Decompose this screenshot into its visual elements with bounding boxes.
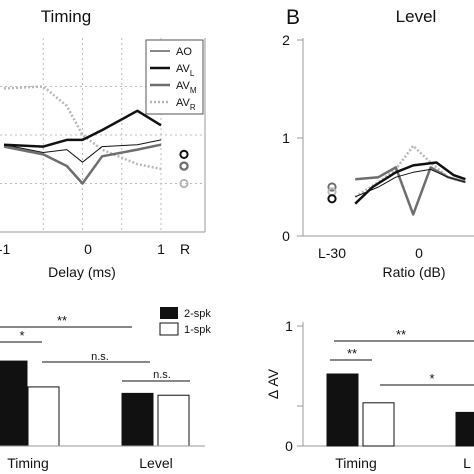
legend-label-avm-sub: M [190, 86, 197, 95]
bar1-sig-single: * [19, 328, 24, 343]
level-marker-l-0 [327, 182, 337, 192]
bar1-category-level: Level [139, 455, 172, 471]
bar2-ytick-label-0: 0 [285, 438, 293, 454]
bar2-bars [326, 373, 474, 447]
level-ytick-label-1: 1 [282, 130, 290, 146]
bar2-2-spk-l [455, 411, 474, 447]
panel-b-letter: B [286, 6, 300, 29]
level-marker-l-2 [327, 194, 337, 204]
level-markers [327, 182, 337, 204]
level-line-av-l [354, 161, 466, 205]
bar2-ytick-label-1: 1 [285, 318, 293, 334]
level-xtick-0: 0 [415, 245, 423, 261]
timing-level-bar-chart: Timing Level 2-spk 1-spk ** * n.s. n.s. [0, 307, 211, 471]
bar1-legend-label-1spk: 1-spk [184, 324, 211, 336]
bar2-2-spk-timing [326, 373, 359, 447]
timing-marker-r-av-r [179, 178, 189, 189]
bar1-sig-double: ** [57, 313, 67, 328]
bar2-category-timing: Timing [335, 455, 377, 471]
legend-label-avr-sub: R [190, 103, 196, 112]
timing-marker-r-av-m [179, 161, 189, 171]
level-xtick-L30: L-30 [318, 245, 346, 261]
bar2-sig-double-long: ** [396, 327, 406, 342]
bar1-legend-swatch-2spk [160, 307, 178, 319]
timing-xtick-R: R [180, 241, 190, 257]
level-x-label: Ratio (dB) [382, 264, 445, 280]
bar1-sig-cross: n.s. [91, 351, 109, 363]
timing-chart-title: Timing [41, 7, 91, 26]
timing-marker-r-av-l [179, 149, 189, 159]
level-line-ao [355, 168, 466, 198]
bar1-1-spk-timing [27, 386, 60, 447]
timing-line-ao [3, 139, 162, 163]
timing-xtick-1: 1 [157, 241, 165, 257]
bar2-category-l: L [463, 455, 471, 471]
timing-line-av-l [3, 109, 162, 148]
timing-xtick-neg1: -1 [0, 241, 10, 257]
bar2-sig-double-short: ** [347, 346, 357, 361]
bar1-category-timing: Timing [7, 455, 49, 471]
bar1-sig-level: n.s. [153, 369, 171, 381]
legend-label-ao: AO [176, 46, 192, 58]
bar2-y-label: Δ AV [265, 368, 281, 399]
delta-av-bar-chart: Δ AV 1 0 Timing L ** ** * [265, 318, 474, 471]
timing-xtick-0: 0 [84, 241, 92, 257]
legend-label-avm: AVM [176, 80, 197, 95]
level-ytick-label-2: 2 [282, 32, 290, 48]
legend-label-avm-main: AV [176, 80, 191, 92]
bar1-2-spk-level [121, 392, 154, 447]
bar1-legend-label-2spk: 2-spk [184, 308, 211, 320]
level-ytick-label-0: 0 [282, 228, 290, 244]
level-chart: B Level 2 1 0 L-30 0 Ratio (dB) [282, 6, 474, 280]
legend-label-avl: AVL [176, 63, 195, 78]
legend-label-avr: AVR [176, 97, 196, 112]
timing-line-av-m [3, 143, 162, 185]
legend-label-avr-main: AV [176, 97, 191, 109]
timing-legend: AO AVL AVM AVR [145, 39, 204, 115]
level-chart-title: Level [396, 7, 437, 26]
bar1-legend-swatch-1spk [159, 322, 179, 336]
bar2-1-spk-timing [362, 402, 395, 447]
legend-label-avl-sub: L [190, 69, 195, 78]
timing-markers [179, 149, 189, 189]
level-series [354, 144, 466, 216]
timing-chart: Timing -1 0 1 R Delay (ms) AO AVL AVM AV… [0, 7, 206, 280]
level-line-av-m [355, 166, 466, 216]
bar1-2-spk-timing [0, 360, 28, 447]
timing-line-av-r [3, 85, 162, 171]
legend-label-avl-main: AV [176, 63, 191, 75]
bar2-sig-cross: * [429, 371, 434, 386]
timing-x-label: Delay (ms) [48, 264, 116, 280]
timing-series [3, 85, 162, 185]
bar1-1-spk-level [157, 394, 190, 447]
